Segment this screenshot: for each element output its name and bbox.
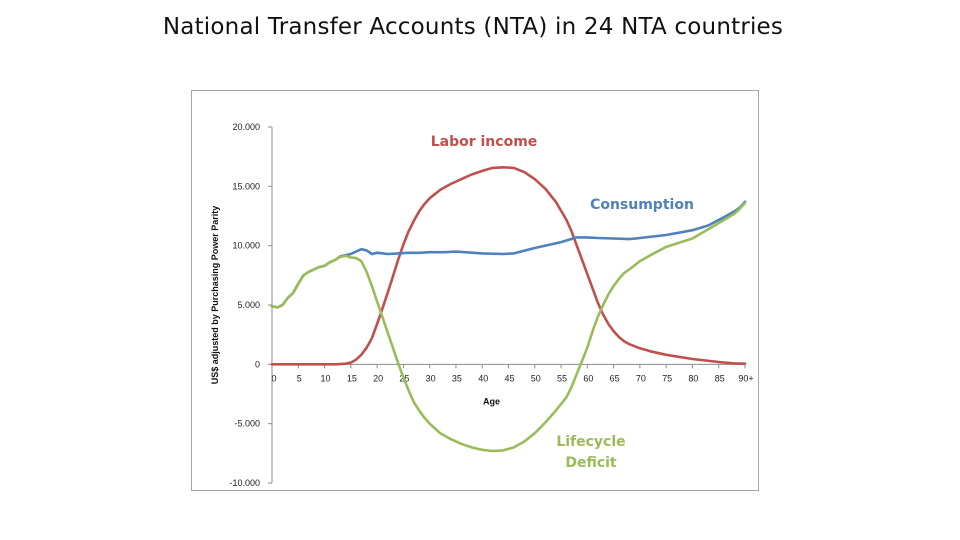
x-tick-label: 75 <box>662 373 672 383</box>
y-tick-label: 10.000 <box>232 241 260 251</box>
y-axis: 20.000 15.000 10.000 5.000 0 -5.000 -10.000 <box>229 122 273 488</box>
slide-title: National Transfer Accounts (NTA) in 24 N… <box>162 14 784 40</box>
x-tick-label: 55 <box>557 373 567 383</box>
line-chart: 20.000 15.000 10.000 5.000 0 -5.000 -10.000 0 5… <box>210 122 754 488</box>
x-tick-label: 15 <box>347 373 357 383</box>
x-tick-label: 5 <box>297 373 302 383</box>
y-tick-label: 15.000 <box>232 181 260 191</box>
series-line-lifecycle-deficit <box>270 201 747 453</box>
x-axis-title: Age <box>483 396 500 406</box>
series-line-consumption <box>270 200 747 309</box>
series-label-line: Labor income <box>431 134 538 150</box>
x-tick-label: 85 <box>715 373 725 383</box>
x-tick-label: 60 <box>583 373 593 383</box>
x-tick-label: 10 <box>321 373 331 383</box>
x-tick-label: 35 <box>452 373 462 383</box>
x-tick-label: 70 <box>636 373 646 383</box>
series-label-lifecycle-deficit: Lifecycle Deficit <box>556 434 625 471</box>
x-tick-label: 30 <box>426 373 436 383</box>
x-tick-label: 65 <box>610 373 620 383</box>
series-lines <box>270 166 747 453</box>
series-label-labor-income: Labor income <box>431 134 538 150</box>
series-label-consumption: Consumption <box>590 197 694 213</box>
series-label-line: Lifecycle <box>556 434 625 450</box>
y-tick-label: 20.000 <box>232 122 260 132</box>
y-tick-label: -5.000 <box>234 419 260 429</box>
x-tick-label: 0 <box>271 373 276 383</box>
y-tick-label: 5.000 <box>237 300 260 310</box>
x-tick-label: 50 <box>531 373 541 383</box>
x-axis: 0 5 10 15 20 25 30 35 40 45 50 55 60 65 70 75 80 85 90+ <box>271 363 754 383</box>
x-tick-label: 40 <box>478 373 488 383</box>
y-tick-label: 0 <box>255 359 260 369</box>
x-tick-label: 45 <box>504 373 514 383</box>
x-tick-label: 80 <box>688 373 698 383</box>
series-line-labor-income <box>270 166 747 366</box>
y-axis-title: US$ adjusted by Purchasing Power Parity <box>210 206 220 385</box>
series-labels: Labor income Consumption Lifecycle Deficit <box>431 134 694 471</box>
x-tick-label: 90+ <box>738 373 753 383</box>
y-tick-label: -10.000 <box>229 478 260 488</box>
x-tick-label: 20 <box>373 373 383 383</box>
series-label-line: Consumption <box>590 197 694 213</box>
series-label-line: Deficit <box>565 455 617 471</box>
chart-frame: 20.000 15.000 10.000 5.000 0 -5.000 -10.000 0 5… <box>191 90 759 491</box>
